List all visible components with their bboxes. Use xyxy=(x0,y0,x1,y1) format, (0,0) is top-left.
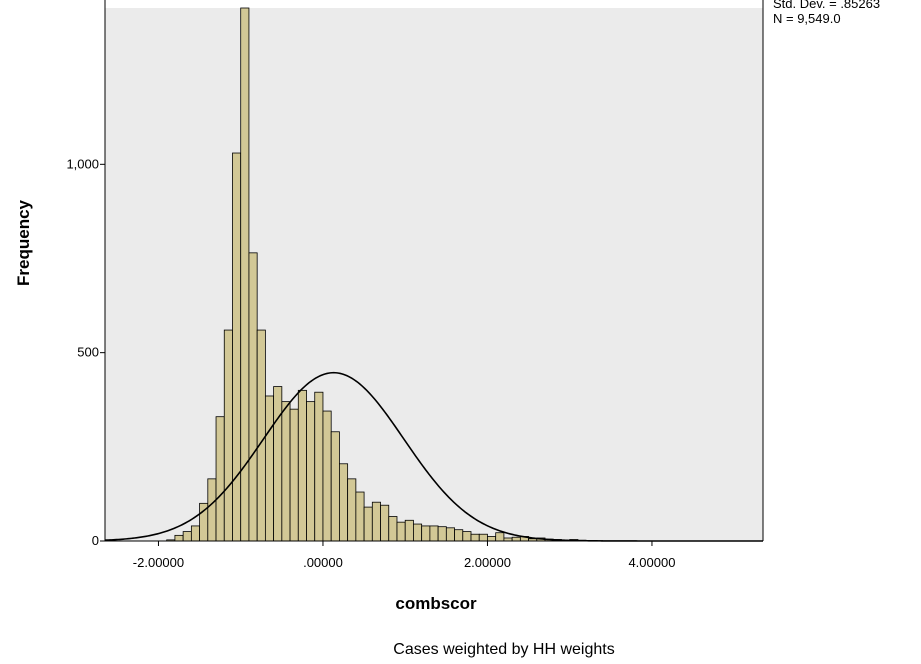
histogram-bar xyxy=(207,478,217,542)
y-tick-label: 1,000 xyxy=(66,156,99,171)
histogram-bar xyxy=(339,463,349,542)
histogram-bar xyxy=(511,536,521,542)
histogram-bar xyxy=(396,521,406,542)
x-tick-label: 4.00000 xyxy=(628,555,675,570)
histogram-bar xyxy=(347,478,357,542)
histogram-bar xyxy=(248,252,258,542)
x-tick-label: -2.00000 xyxy=(133,555,184,570)
x-axis-title: combscor xyxy=(395,594,477,613)
y-tick-label: 0 xyxy=(92,533,99,548)
histogram-bar xyxy=(355,491,365,542)
histogram-bar xyxy=(264,395,275,542)
histogram-bar xyxy=(380,504,390,542)
histogram-bar xyxy=(289,408,299,542)
histogram-bar xyxy=(306,401,316,542)
histogram-bar xyxy=(322,410,332,542)
y-axis-title: Frequency xyxy=(14,199,33,286)
histogram-bar xyxy=(223,329,233,542)
histogram-bar xyxy=(470,533,480,542)
histogram-bar xyxy=(437,526,447,542)
histogram-bar xyxy=(478,533,488,542)
histogram-bar xyxy=(404,519,414,542)
histogram-bar xyxy=(174,534,184,542)
stats-std-dev: Std. Dev. = .85263 xyxy=(773,0,880,11)
plot-background xyxy=(105,8,763,541)
y-tick-label: 500 xyxy=(77,345,99,360)
histogram-bars xyxy=(166,7,604,542)
histogram-bar xyxy=(281,401,291,542)
histogram-bar xyxy=(462,531,472,542)
stats-n: N = 9,549.0 xyxy=(773,11,841,26)
x-axis-ticks: -2.00000 .00000 2.00000 4.00000 xyxy=(133,541,675,570)
histogram-bar xyxy=(495,532,505,542)
weighting-note: Cases weighted by HH weights xyxy=(393,641,614,658)
histogram-bar xyxy=(182,531,192,542)
histogram-bar xyxy=(413,523,423,542)
histogram-bar xyxy=(256,329,266,542)
y-axis-ticks: 0 500 1,000 xyxy=(66,156,105,548)
histogram-bar xyxy=(273,386,283,542)
histogram-bar xyxy=(454,529,464,542)
histogram-bar xyxy=(388,516,398,542)
histogram-bar xyxy=(487,536,497,542)
histogram-bar xyxy=(314,391,324,542)
histogram-bar xyxy=(215,416,225,542)
histogram-bar xyxy=(445,527,455,542)
histogram-bar xyxy=(190,525,200,542)
histogram-bar xyxy=(371,501,381,542)
x-tick-label: .00000 xyxy=(303,555,343,570)
histogram-bar xyxy=(363,506,373,542)
histogram-bar xyxy=(297,389,307,542)
histogram-bar xyxy=(330,431,340,542)
histogram-bar xyxy=(421,525,431,542)
histogram-bar xyxy=(429,525,439,542)
histogram-bar xyxy=(232,152,242,542)
x-tick-label: 2.00000 xyxy=(464,555,511,570)
